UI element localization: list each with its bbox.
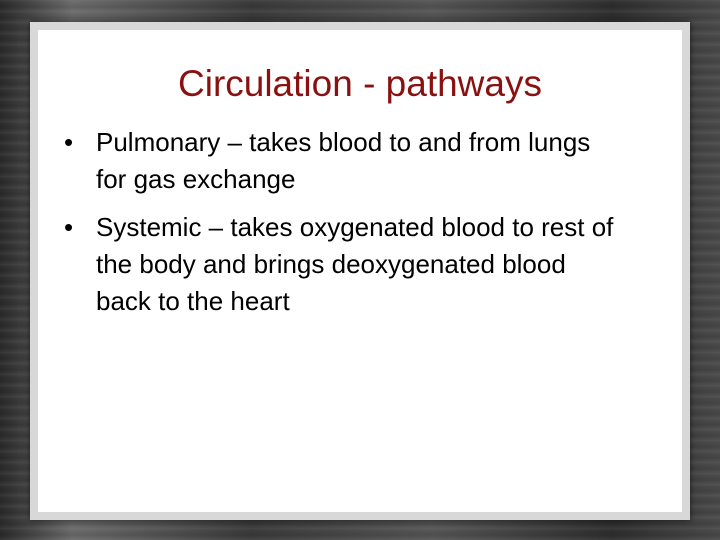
bullet: Pulmonary – takes blood to and from lung… [64,124,626,198]
slide-panel: Circulation - pathways Pulmonary – takes… [30,22,690,520]
bullet: Systemic – takes oxygenated blood to res… [64,209,626,320]
bullet-list: Pulmonary – takes blood to and from lung… [64,124,654,331]
slide-title: Circulation - pathways [178,63,542,104]
